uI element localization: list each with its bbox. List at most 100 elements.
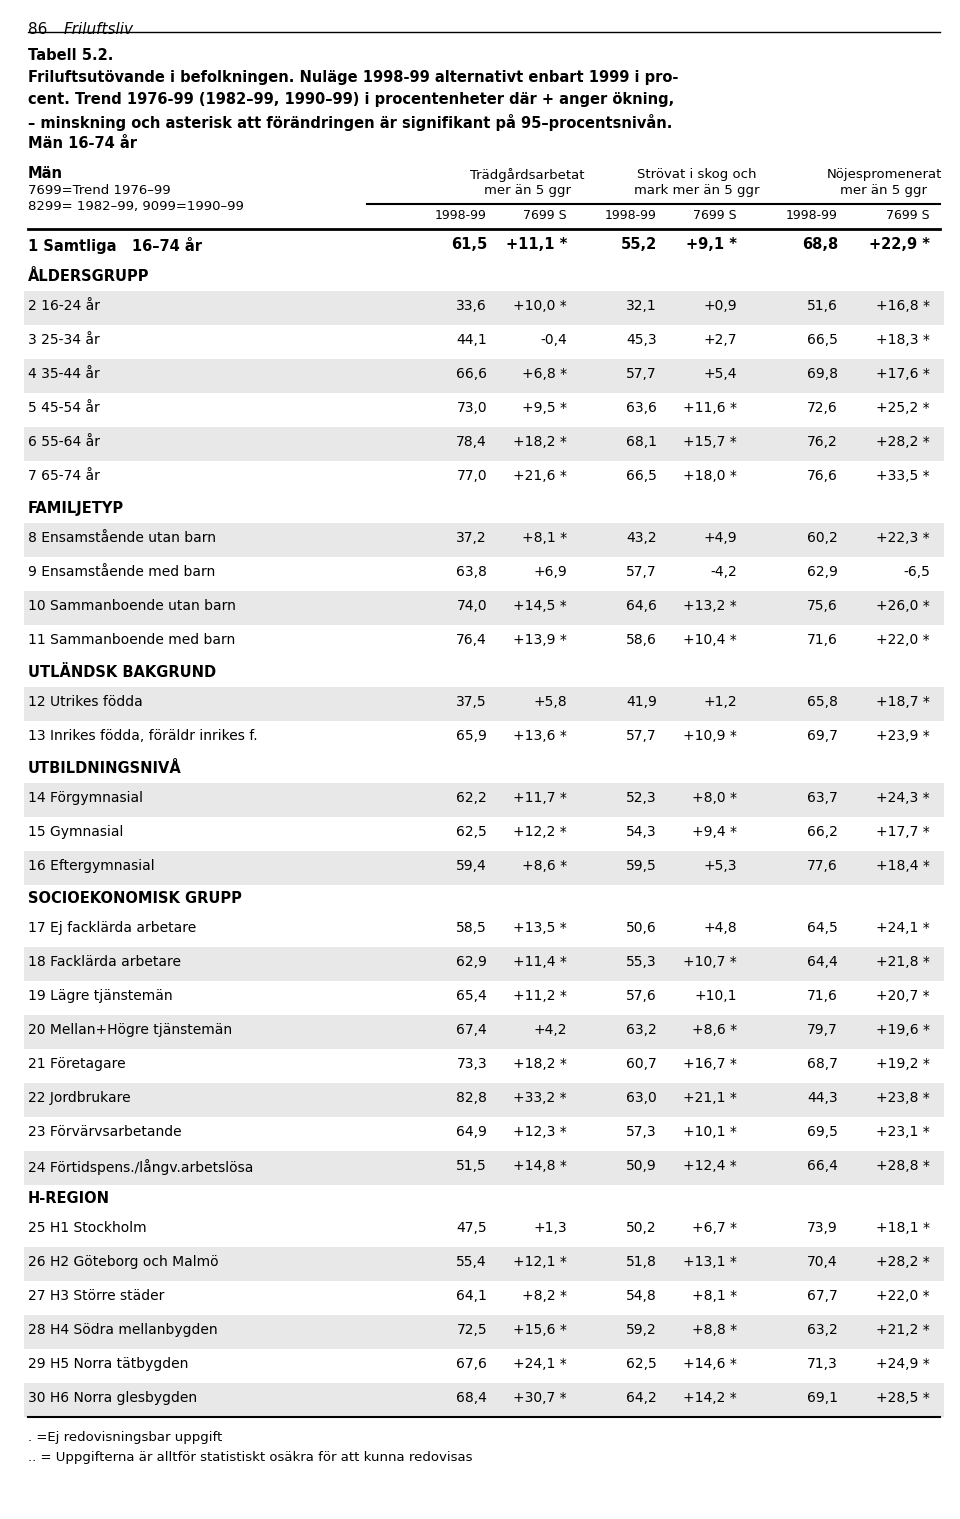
Bar [24, 1083, 944, 1116]
Text: 60,7: 60,7 [626, 1057, 657, 1071]
Text: 47,5: 47,5 [456, 1221, 487, 1235]
Text: 13 Inrikes födda, föräldr inrikes f.: 13 Inrikes födda, föräldr inrikes f. [28, 729, 257, 743]
Text: +18,2 *: +18,2 * [514, 434, 567, 450]
Text: +18,4 *: +18,4 * [876, 860, 930, 873]
Text: 64,2: 64,2 [626, 1391, 657, 1405]
Text: 41,9: 41,9 [626, 696, 657, 709]
Text: +5,3: +5,3 [704, 860, 737, 873]
Text: +24,1 *: +24,1 * [876, 921, 930, 936]
Text: 66,6: 66,6 [456, 368, 487, 381]
Bar [24, 851, 944, 886]
Text: +11,7 *: +11,7 * [514, 791, 567, 805]
Text: 57,7: 57,7 [626, 368, 657, 381]
Text: 69,1: 69,1 [807, 1391, 838, 1405]
Text: 59,2: 59,2 [626, 1323, 657, 1337]
Text: 9 Ensamstående med barn: 9 Ensamstående med barn [28, 565, 215, 579]
Text: +6,7 *: +6,7 * [692, 1221, 737, 1235]
Text: +5,4: +5,4 [704, 368, 737, 381]
Bar [28, 495, 940, 523]
Text: 7699=Trend 1976–99: 7699=Trend 1976–99 [28, 184, 171, 197]
Text: 50,2: 50,2 [626, 1221, 657, 1235]
Text: 64,5: 64,5 [807, 921, 838, 936]
Text: 71,3: 71,3 [807, 1356, 838, 1372]
Text: +4,8: +4,8 [704, 921, 737, 936]
Text: +18,0 *: +18,0 * [684, 469, 737, 483]
Text: 22 Jordbrukare: 22 Jordbrukare [28, 1091, 131, 1104]
Text: +8,6 *: +8,6 * [522, 860, 567, 873]
Text: 65,4: 65,4 [456, 989, 487, 1003]
Text: 51,5: 51,5 [456, 1159, 487, 1173]
Text: +21,6 *: +21,6 * [514, 469, 567, 483]
Text: +17,6 *: +17,6 * [876, 368, 930, 381]
Text: 25 H1 Stockholm: 25 H1 Stockholm [28, 1221, 147, 1235]
Text: 51,6: 51,6 [807, 299, 838, 313]
Text: 74,0: 74,0 [456, 598, 487, 614]
Text: +11,4 *: +11,4 * [514, 955, 567, 969]
Text: 67,7: 67,7 [807, 1290, 838, 1303]
Text: 11 Sammanboende med barn: 11 Sammanboende med barn [28, 633, 235, 647]
Text: – minskning och asterisk att förändringen är signifikant på 95–procentsnivån.: – minskning och asterisk att förändringe… [28, 114, 672, 131]
Text: +23,9 *: +23,9 * [876, 729, 930, 743]
Text: 3 25-34 år: 3 25-34 år [28, 333, 100, 346]
Text: 76,6: 76,6 [807, 469, 838, 483]
Text: 66,5: 66,5 [626, 469, 657, 483]
Text: 4 35-44 år: 4 35-44 år [28, 368, 100, 381]
Text: +15,6 *: +15,6 * [514, 1323, 567, 1337]
Text: 63,0: 63,0 [626, 1091, 657, 1104]
Text: +15,7 *: +15,7 * [684, 434, 737, 450]
Text: 43,2: 43,2 [626, 532, 657, 545]
Text: +9,1 *: +9,1 * [686, 237, 737, 252]
Text: 28 H4 Södra mellanbygden: 28 H4 Södra mellanbygden [28, 1323, 218, 1337]
Text: . =Ej redovisningsbar uppgift: . =Ej redovisningsbar uppgift [28, 1431, 223, 1445]
Text: +22,3 *: +22,3 * [876, 532, 930, 545]
Text: +19,2 *: +19,2 * [876, 1057, 930, 1071]
Text: 69,8: 69,8 [807, 368, 838, 381]
Text: UTBILDNINGSNIVÅ: UTBILDNINGSNIVÅ [28, 761, 181, 776]
Text: 12 Utrikes födda: 12 Utrikes födda [28, 696, 143, 709]
Text: 7699 S: 7699 S [693, 210, 737, 222]
Text: 62,5: 62,5 [626, 1356, 657, 1372]
Text: 44,1: 44,1 [456, 333, 487, 346]
Text: 57,7: 57,7 [626, 565, 657, 579]
Text: 16 Eftergymnasial: 16 Eftergymnasial [28, 860, 155, 873]
Text: -4,2: -4,2 [710, 565, 737, 579]
Text: 17 Ej facklärda arbetare: 17 Ej facklärda arbetare [28, 921, 196, 936]
Text: 82,8: 82,8 [456, 1091, 487, 1104]
Bar [24, 292, 944, 325]
Text: 51,8: 51,8 [626, 1255, 657, 1268]
Text: .. = Uppgifterna är alltför statistiskt osäkra för att kunna redovisas: .. = Uppgifterna är alltför statistiskt … [28, 1451, 472, 1464]
Text: +24,9 *: +24,9 * [876, 1356, 930, 1372]
Text: 18 Facklärda arbetare: 18 Facklärda arbetare [28, 955, 181, 969]
Bar [24, 591, 944, 624]
Text: 69,5: 69,5 [807, 1126, 838, 1139]
Text: 66,5: 66,5 [807, 333, 838, 346]
Text: 29 H5 Norra tätbygden: 29 H5 Norra tätbygden [28, 1356, 188, 1372]
Text: +12,4 *: +12,4 * [684, 1159, 737, 1173]
Bar [28, 755, 940, 782]
Text: +28,2 *: +28,2 * [876, 1255, 930, 1268]
Text: 68,8: 68,8 [802, 237, 838, 252]
Text: Nöjespromenerat: Nöjespromenerat [827, 169, 942, 181]
Text: 21 Företagare: 21 Företagare [28, 1057, 126, 1071]
Bar [24, 1382, 944, 1417]
Bar [24, 523, 944, 557]
Bar [24, 687, 944, 722]
Bar [24, 782, 944, 817]
Text: 78,4: 78,4 [456, 434, 487, 450]
Text: +8,8 *: +8,8 * [692, 1323, 737, 1337]
Text: 1998-99: 1998-99 [435, 210, 487, 222]
Text: 62,2: 62,2 [456, 791, 487, 805]
Text: +6,9: +6,9 [533, 565, 567, 579]
Text: +24,1 *: +24,1 * [514, 1356, 567, 1372]
Text: +14,2 *: +14,2 * [684, 1391, 737, 1405]
Text: +0,9: +0,9 [704, 299, 737, 313]
Text: 67,6: 67,6 [456, 1356, 487, 1372]
Text: 65,8: 65,8 [807, 696, 838, 709]
Text: +12,1 *: +12,1 * [514, 1255, 567, 1268]
Text: +26,0 *: +26,0 * [876, 598, 930, 614]
Text: +22,9 *: +22,9 * [869, 237, 930, 252]
Text: Tabell 5.2.: Tabell 5.2. [28, 49, 113, 62]
Text: 58,5: 58,5 [456, 921, 487, 936]
Text: +8,6 *: +8,6 * [692, 1022, 737, 1037]
Text: mer än 5 ggr: mer än 5 ggr [484, 184, 570, 197]
